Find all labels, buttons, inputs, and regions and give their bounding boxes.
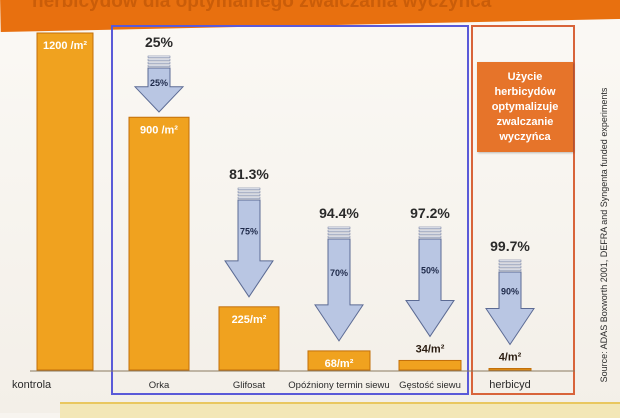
arrow-stripe-5-2: [498, 265, 522, 268]
category-label-1: Orka: [149, 380, 170, 391]
bar-5: [488, 368, 532, 371]
arrow-stripe-3-0: [327, 226, 351, 229]
category-label-4: Gęstość siewu: [399, 380, 461, 391]
arrow-stripe-4-1: [418, 229, 442, 232]
bar-1: [128, 116, 190, 371]
reduction-arrow-3: [314, 238, 364, 342]
category-label-2: Glifosat: [233, 380, 266, 391]
arrow-stripe-5-1: [498, 262, 522, 265]
cumulative-reduction-3: 94.4%: [319, 205, 359, 221]
category-label-5: herbicyd: [489, 379, 531, 391]
step-reduction-4: 50%: [421, 266, 439, 276]
arrow-stripe-2-0: [237, 187, 261, 190]
group-frame-red: [471, 25, 575, 395]
step-reduction-3: 70%: [330, 268, 348, 278]
arrow-stripe-2-1: [237, 190, 261, 193]
cumulative-reduction-2: 81.3%: [229, 166, 269, 182]
category-label-3: Opóźniony termin siewu: [288, 380, 389, 391]
callout-box: Użycie herbicydów optymalizuje zwalczani…: [477, 62, 573, 152]
bar-2: [218, 306, 280, 371]
bar-value-label-0: 1200 /m²: [43, 40, 87, 52]
arrow-stripe-1-3: [147, 64, 171, 67]
bar-value-label-3: 68/m²: [325, 358, 354, 370]
step-reduction-1: 25%: [150, 78, 168, 88]
arrow-stripe-5-0: [498, 259, 522, 262]
bar-value-label-4: 34/m²: [416, 343, 445, 355]
arrow-stripe-3-2: [327, 232, 351, 235]
bar-3: [307, 350, 371, 371]
reduction-arrow-1: [133, 67, 185, 113]
category-label-0: kontrola: [12, 379, 52, 391]
reduction-arrow-4: [405, 238, 455, 338]
arrow-stripe-1-0: [147, 55, 171, 58]
arrow-stripe-2-2: [237, 193, 261, 196]
step-reduction-2: 75%: [240, 226, 258, 236]
reduction-arrow-5: [485, 271, 535, 346]
footer-bar: [60, 402, 620, 418]
step-reduction-5: 90%: [501, 286, 519, 296]
slide-title: herbicydów dla optymalnego zwalczania wy…: [32, 0, 492, 12]
arrow-stripe-1-1: [147, 58, 171, 61]
arrow-stripe-4-2: [418, 232, 442, 235]
arrow-stripe-3-1: [327, 229, 351, 232]
bar-value-label-5: 4/m²: [499, 352, 522, 364]
bar-value-label-1: 900 /m²: [140, 124, 178, 136]
arrow-stripe-4-0: [418, 226, 442, 229]
arrow-stripe-2-3: [237, 196, 261, 199]
arrow-stripe-3-3: [327, 235, 351, 238]
group-frame-blue: [111, 25, 469, 395]
cumulative-reduction-4: 97.2%: [410, 205, 450, 221]
arrow-stripe-1-2: [147, 61, 171, 64]
bar-4: [398, 359, 462, 371]
cumulative-reduction-5: 99.7%: [490, 238, 530, 254]
arrow-stripe-5-3: [498, 268, 522, 271]
callout-text: Użycie herbicydów optymalizuje zwalczani…: [491, 70, 559, 143]
bar-value-label-2: 225/m²: [232, 314, 267, 326]
bar-0: [36, 32, 94, 371]
reduction-arrow-2: [224, 199, 274, 298]
source-note: Source: ADAS Boxworth 2001, DEFRA and Sy…: [599, 87, 609, 383]
arrow-stripe-4-3: [418, 235, 442, 238]
cumulative-reduction-1: 25%: [145, 34, 174, 50]
